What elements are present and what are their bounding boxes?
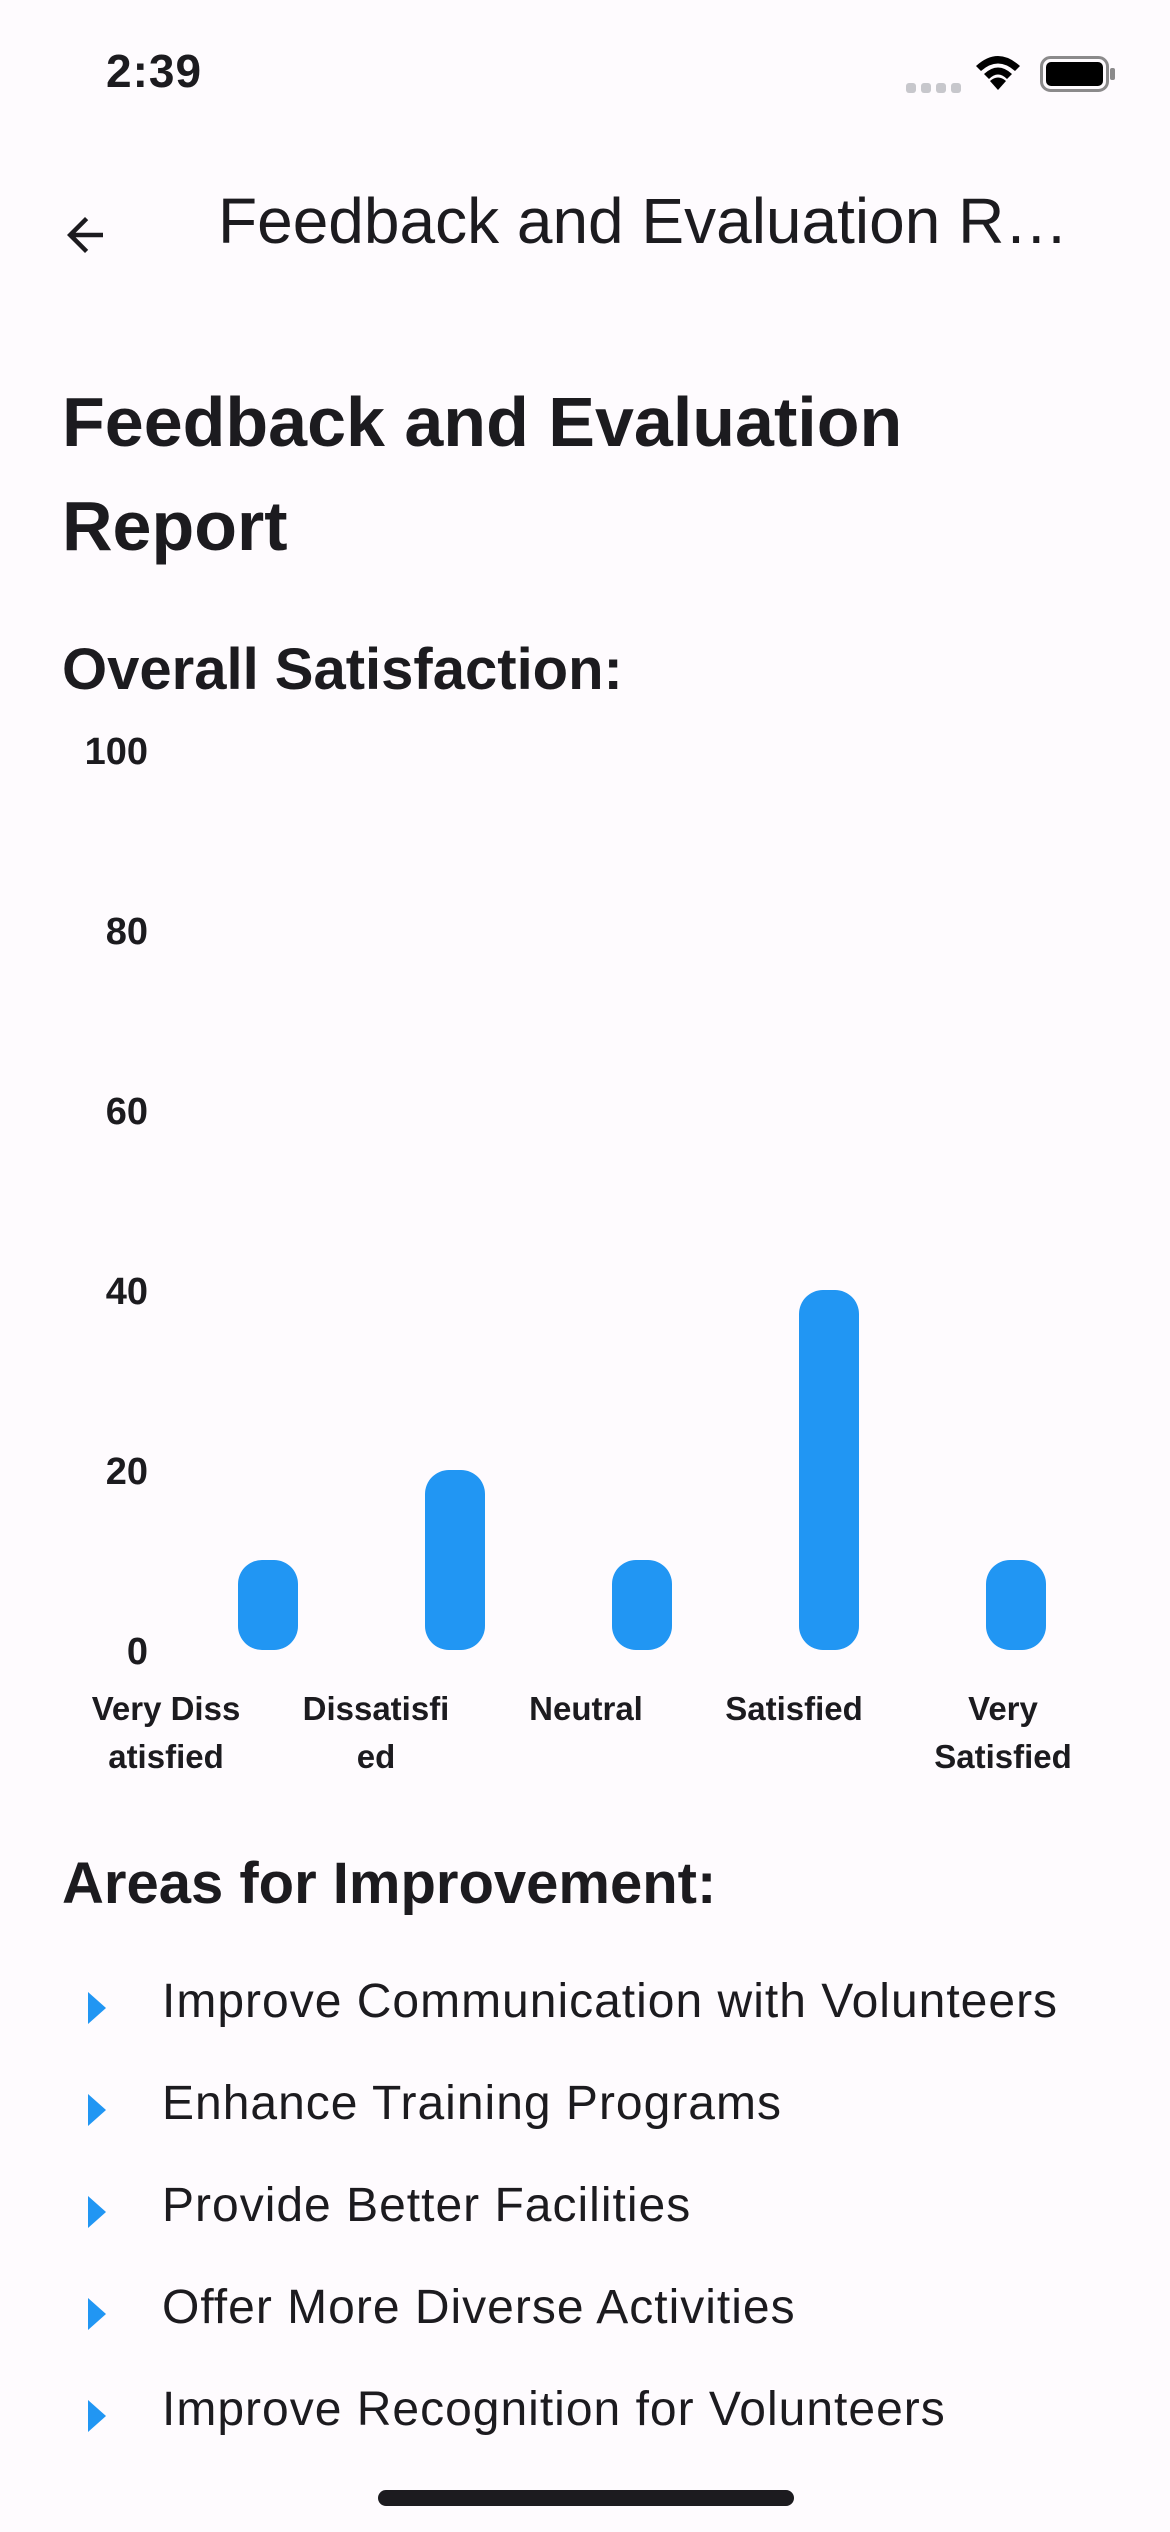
improvement-item-label: Provide Better Facilities xyxy=(162,2179,692,2232)
chart-svg: 0 20 40 60 80 100 Very Diss atisfied Dissatisfi e… xyxy=(85,731,1072,1775)
list-item: Offer More Diverse Activities xyxy=(0,2266,1170,2368)
app-bar: Feedback and Evaluation R… xyxy=(0,160,1170,290)
cellular-signal-icon xyxy=(906,83,961,93)
bar-neutral xyxy=(612,1560,672,1650)
y-tick-label: 100 xyxy=(85,731,148,773)
overall-satisfaction-heading: Overall Satisfaction: xyxy=(62,637,623,702)
bar-dissatisfied xyxy=(425,1470,485,1650)
x-tick-label: Satisfied xyxy=(725,1690,863,1727)
app-bar-title: Feedback and Evaluation R… xyxy=(218,185,1069,257)
y-tick-label: 40 xyxy=(106,1271,148,1313)
improvement-item-label: Offer More Diverse Activities xyxy=(162,2281,796,2334)
y-tick-label: 80 xyxy=(106,911,148,953)
arrow-left-icon xyxy=(67,217,103,253)
x-tick-label: Dissatisfi ed xyxy=(303,1690,450,1775)
battery-icon xyxy=(1040,56,1115,92)
arrow-right-icon xyxy=(88,1992,106,2024)
areas-for-improvement-heading: Areas for Improvement: xyxy=(62,1851,717,1916)
arrow-right-icon xyxy=(88,2196,106,2228)
y-tick-label: 20 xyxy=(106,1451,148,1493)
x-tick-label: Neutral xyxy=(529,1690,643,1727)
x-tick-label: Very Satisfied xyxy=(934,1690,1072,1775)
report-heading: Feedback and Evaluation Report xyxy=(62,383,903,565)
arrow-right-icon xyxy=(88,2094,106,2126)
list-item: Improve Recognition for Volunteers xyxy=(0,2368,1170,2470)
improvement-item-label: Improve Communication with Volunteers xyxy=(162,1975,1059,2028)
x-tick-label: Very Diss atisfied xyxy=(92,1690,241,1775)
back-button[interactable] xyxy=(40,190,130,280)
list-item: Improve Communication with Volunteers xyxy=(0,1960,1170,2062)
list-item: Enhance Training Programs xyxy=(0,2062,1170,2164)
improvement-list: Improve Communication with Volunteers Enh… xyxy=(0,1960,1170,2470)
bar-very-dissatisfied xyxy=(238,1560,298,1650)
improvement-item-label: Enhance Training Programs xyxy=(162,2077,782,2130)
list-item: Provide Better Facilities xyxy=(0,2164,1170,2266)
bar-very-satisfied xyxy=(986,1560,1046,1650)
home-indicator xyxy=(378,2490,794,2506)
improvement-item-label: Improve Recognition for Volunteers xyxy=(162,2383,946,2436)
arrow-right-icon xyxy=(88,2298,106,2330)
y-tick-label: 60 xyxy=(106,1091,148,1133)
status-time: 2:39 xyxy=(106,45,203,97)
y-tick-label: 0 xyxy=(127,1631,148,1673)
status-bar: 2:39 xyxy=(0,0,1170,150)
satisfaction-bar-chart: 0 20 40 60 80 100 Very Diss atisfied Dissatisfi e… xyxy=(0,720,1170,1800)
wifi-icon xyxy=(976,56,1020,90)
arrow-right-icon xyxy=(88,2400,106,2432)
bar-satisfied xyxy=(799,1290,859,1650)
